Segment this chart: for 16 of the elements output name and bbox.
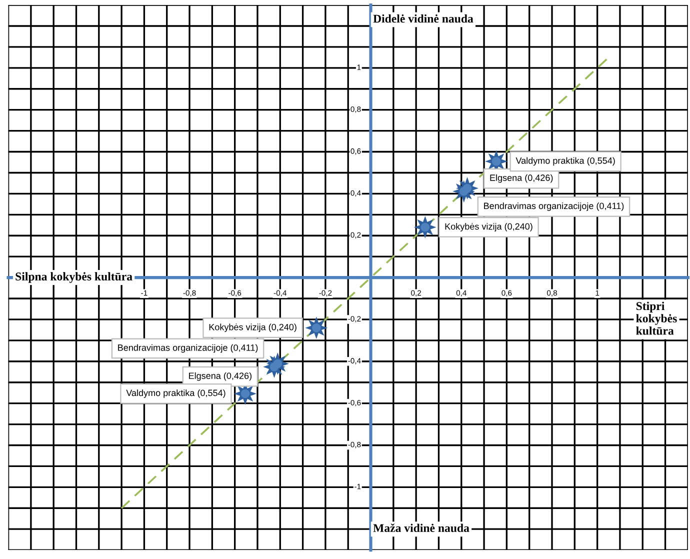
annotation: Didelė vidinė nauda <box>373 14 474 23</box>
point <box>456 177 478 200</box>
data-label: Elgsena (0,426) <box>189 372 252 381</box>
data-label: Valdymo praktika (0,554) <box>126 389 226 398</box>
point <box>414 216 436 238</box>
point <box>305 316 328 340</box>
data-label: Kokybės vizija (0,240) <box>445 223 532 232</box>
point <box>263 356 286 378</box>
annotation: Maža vidinė nauda <box>373 524 470 532</box>
data-label: Kokybės vizija (0,240) <box>209 324 296 332</box>
data-label: Elgsena (0,426) <box>490 174 553 183</box>
annotation: Silpna kokybės kultūra <box>16 272 132 283</box>
data-label: Bendravimas organizacijoje (0,411) <box>118 344 258 353</box>
annotation: Stipri kokybės kultūra <box>636 302 677 335</box>
data-label: Bendravimas organizacijoje (0,411) <box>484 202 624 211</box>
data-label: Valdymo praktika (0,554) <box>516 157 615 166</box>
